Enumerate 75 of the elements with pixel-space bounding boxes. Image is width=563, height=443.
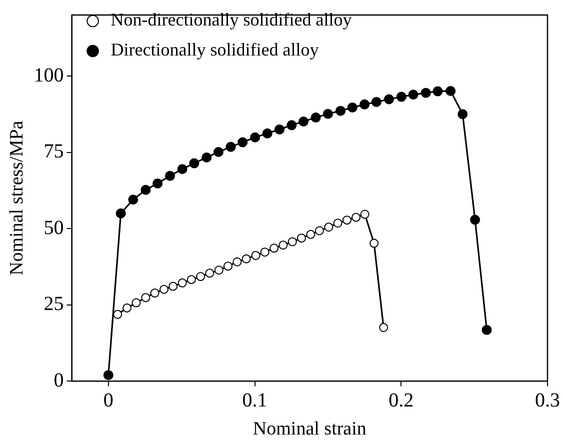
x-tick-label: 0	[103, 389, 114, 412]
y-tick-label: 50	[44, 216, 64, 239]
point	[189, 158, 200, 168]
y-tick-label: 25	[44, 293, 64, 316]
point	[196, 272, 206, 282]
point	[132, 298, 141, 308]
point	[396, 92, 406, 102]
point	[286, 120, 297, 130]
point	[214, 266, 224, 275]
point	[242, 254, 251, 264]
point	[298, 116, 309, 127]
point	[347, 102, 358, 112]
point	[128, 194, 138, 205]
point	[322, 108, 333, 119]
point	[370, 238, 379, 248]
point	[446, 86, 456, 96]
y-axis-title: Nominal stress/MPa	[6, 120, 28, 276]
point	[232, 257, 242, 266]
point	[324, 222, 334, 232]
point	[260, 248, 270, 257]
point	[168, 282, 178, 291]
point	[274, 124, 284, 134]
point	[103, 370, 114, 380]
point	[178, 278, 187, 288]
point	[360, 99, 370, 110]
point	[116, 208, 126, 218]
legend-label: Non-directionally solidified alloy	[110, 10, 352, 30]
point	[202, 152, 212, 163]
point	[306, 230, 316, 239]
point	[288, 237, 297, 246]
point	[226, 142, 236, 152]
x-axis-title: Nominal strain	[252, 418, 367, 440]
point	[141, 293, 150, 302]
point	[314, 226, 324, 236]
point	[140, 184, 151, 195]
y-tick-label: 75	[44, 140, 64, 163]
point	[432, 86, 443, 96]
point	[310, 112, 321, 123]
point	[262, 128, 272, 138]
point	[186, 275, 196, 284]
point	[336, 106, 346, 116]
point	[470, 214, 480, 225]
point	[360, 210, 370, 219]
point	[379, 322, 388, 332]
y-tick-label: 100	[34, 64, 64, 86]
point	[333, 218, 342, 228]
point	[160, 284, 169, 294]
x-tick-label: 0.2	[388, 389, 414, 412]
point	[152, 178, 163, 188]
point	[408, 90, 418, 100]
point	[177, 164, 188, 174]
point	[270, 244, 279, 253]
point	[482, 324, 492, 335]
point	[251, 250, 260, 260]
point	[150, 288, 160, 298]
point	[352, 212, 361, 222]
point	[205, 268, 214, 278]
point	[213, 147, 224, 158]
point	[238, 137, 248, 148]
point	[342, 216, 352, 225]
y-tick-label: 0	[54, 369, 64, 392]
point	[296, 234, 306, 243]
point	[250, 132, 260, 142]
point	[420, 88, 431, 98]
point	[458, 109, 468, 120]
point	[278, 240, 288, 250]
x-tick-label: 0.1	[242, 389, 268, 412]
point	[223, 262, 232, 271]
point	[113, 310, 122, 319]
x-tick-label: 0.3	[535, 389, 560, 412]
legend-label: Directionally solidified alloy	[110, 40, 319, 60]
point	[384, 94, 394, 104]
point	[122, 303, 132, 312]
point	[371, 96, 382, 107]
point	[165, 170, 176, 181]
